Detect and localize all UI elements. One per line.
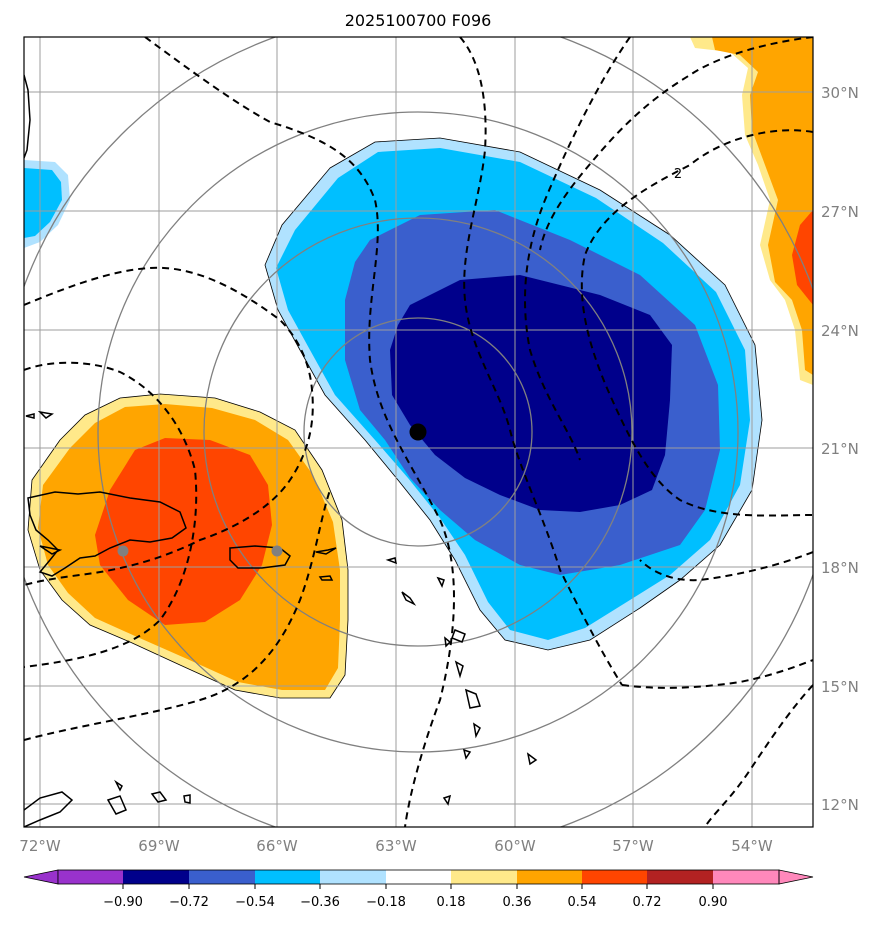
- latitude-tick-label: 27°N: [821, 203, 859, 221]
- colorbar-tick-label: 0.72: [633, 895, 662, 910]
- latitude-tick-label: 18°N: [821, 559, 859, 577]
- colorbar-segment: [123, 870, 189, 884]
- map-frame: [23, 36, 814, 828]
- colorbar-tick-label: −0.72: [169, 895, 209, 910]
- island: [462, 748, 472, 760]
- island: [454, 660, 464, 679]
- longitude-tick-label: 66°W: [256, 837, 298, 855]
- longitude-tick-label: 63°W: [375, 837, 417, 855]
- island: [442, 794, 452, 806]
- latitude-gridlines: [24, 91, 813, 805]
- storm-center-marker: [409, 423, 427, 441]
- island: [318, 575, 334, 581]
- puerto-rico-point-marker: [271, 545, 283, 557]
- venezuela-coast: [24, 791, 74, 827]
- island: [444, 636, 452, 648]
- right-weak-positive-region: [712, 37, 813, 375]
- island: [401, 591, 417, 606]
- colorbar-tick-label: −0.18: [366, 895, 406, 910]
- colorbar-tick-label: −0.36: [300, 895, 340, 910]
- colorbar-tick-label: −0.54: [235, 895, 275, 910]
- contour-line: [144, 37, 455, 827]
- colorbar-tick-label: −0.90: [103, 895, 143, 910]
- colorbar-segment: [582, 870, 647, 884]
- range-rings: [24, 37, 813, 827]
- latitude-axis-labels: 30°N 27°N 24°N 21°N 18°N 15°N 12°N: [821, 84, 859, 814]
- longitude-tick-label: 69°W: [138, 837, 180, 855]
- island: [114, 779, 123, 792]
- colorbar-segment: [255, 870, 320, 884]
- colorbar: −0.90 −0.72 −0.54 −0.36 −0.18 0.18 0.36 …: [23, 869, 814, 910]
- range-ring-3: [97, 111, 739, 753]
- contour-line: [580, 129, 813, 517]
- contour-label: 2: [674, 167, 682, 182]
- island: [464, 688, 481, 709]
- range-ring-1: [303, 317, 533, 547]
- longitude-tick-label: 72°W: [19, 837, 61, 855]
- longitude-tick-label: 60°W: [494, 837, 536, 855]
- island: [526, 752, 538, 766]
- dashed-contours: [24, 37, 813, 827]
- island: [150, 791, 168, 803]
- puerto-rico-coast: [229, 545, 291, 569]
- longitude-gridlines: [39, 37, 753, 827]
- hispaniola-coast: [27, 491, 187, 577]
- latitude-tick-label: 30°N: [821, 84, 859, 102]
- longitude-axis-labels: 72°W 69°W 66°W 63°W 60°W 57°W 54°W: [19, 837, 773, 855]
- island: [436, 576, 445, 588]
- island: [106, 795, 127, 815]
- colorbar-segment: [58, 870, 123, 884]
- contour-line: [459, 37, 623, 686]
- island: [472, 722, 481, 739]
- colorbar-segment: [647, 870, 713, 884]
- island: [315, 547, 337, 555]
- latitude-tick-label: 24°N: [821, 322, 859, 340]
- contour-line: [524, 37, 631, 461]
- longitude-tick-label: 57°W: [612, 837, 654, 855]
- range-ring-2: [203, 217, 633, 647]
- island: [39, 545, 63, 555]
- island: [385, 557, 398, 565]
- figure-title: 2025100700 F096: [345, 11, 492, 30]
- colorbar-segment: [320, 870, 386, 884]
- colorbar-segment: [386, 870, 451, 884]
- colorbar-frame: [57, 869, 780, 885]
- us-coast-fragment: [24, 74, 31, 159]
- contour-line: [639, 551, 813, 582]
- island: [183, 794, 191, 804]
- island: [451, 629, 466, 643]
- colorbar-segment: [517, 870, 582, 884]
- contour-line: [24, 266, 314, 586]
- contour-line: [704, 684, 813, 827]
- colorbar-segment: [713, 870, 779, 884]
- longitude-tick-label: 54°W: [731, 837, 773, 855]
- latitude-tick-label: 21°N: [821, 440, 859, 458]
- island: [25, 413, 35, 419]
- latitude-tick-label: 15°N: [821, 678, 859, 696]
- colorbar-underflow-extension: [23, 869, 59, 885]
- colorbar-segment: [189, 870, 255, 884]
- map-area: 2: [24, 37, 813, 827]
- moderate-positive-region: [95, 438, 272, 625]
- colorbar-segment: [451, 870, 517, 884]
- colorbar-overflow-extension: [778, 869, 814, 885]
- colorbar-tick-label: 0.18: [437, 895, 466, 910]
- right-moderate-positive-region: [792, 210, 813, 305]
- colorbar-tick-label: 0.54: [568, 895, 597, 910]
- contour-line: [24, 361, 198, 668]
- left-weak-negative-region: [24, 168, 62, 238]
- island: [37, 410, 54, 419]
- colorbar-tick-label: 0.36: [503, 895, 532, 910]
- colorbar-ticks: [122, 884, 714, 889]
- coastlines: [24, 74, 538, 827]
- latitude-tick-label: 12°N: [821, 796, 859, 814]
- colorbar-tick-label: 0.90: [699, 895, 728, 910]
- hispaniola-point-marker: [117, 545, 129, 557]
- contour-line: [539, 37, 813, 251]
- strong-negative-region: [390, 275, 672, 512]
- positive-region-outline: [27, 393, 349, 699]
